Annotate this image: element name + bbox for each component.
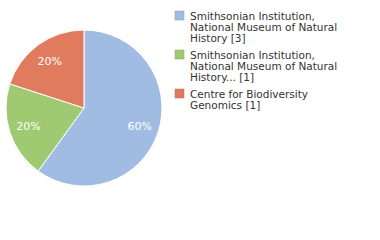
legend-swatch (175, 50, 184, 59)
legend-label: Smithsonian Institution,National Museum … (190, 10, 337, 44)
legend-label: Smithsonian Institution,National Museum … (190, 49, 337, 83)
data-labels: 60% 20% 20% (16, 55, 152, 133)
data-label: 20% (37, 55, 61, 68)
data-label: 20% (16, 120, 40, 133)
pie (6, 30, 162, 186)
legend-swatch (175, 11, 184, 20)
legend-label: Centre for BiodiversityGenomics [1] (190, 88, 308, 111)
legend-swatch (175, 89, 184, 98)
chart: 60% 20% 20% Smithsonian Institution,Nationa… (0, 0, 380, 240)
legend: Smithsonian Institution,National Museum … (175, 10, 337, 111)
data-label: 60% (127, 120, 151, 133)
pie-slice (10, 30, 84, 108)
